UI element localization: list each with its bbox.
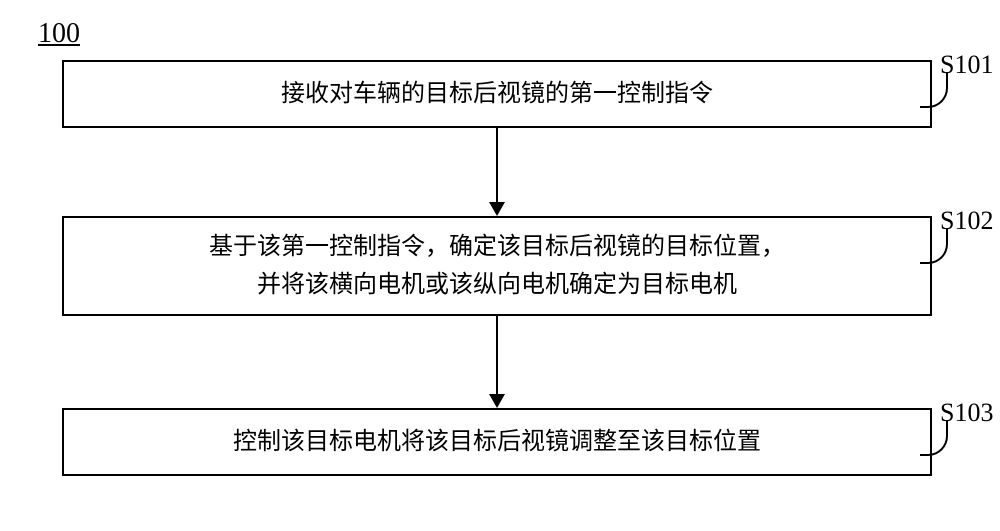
flow-arrow (0, 0, 1000, 531)
flowchart-canvas: 100 接收对车辆的目标后视镜的第一控制指令 S101 基于该第一控制指令，确定… (0, 0, 1000, 531)
